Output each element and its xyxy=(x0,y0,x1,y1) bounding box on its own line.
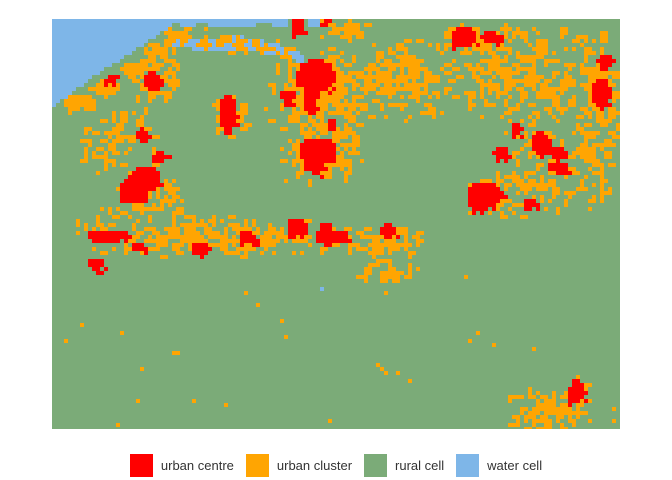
legend: urban centre urban cluster rural cell wa… xyxy=(0,450,672,480)
legend-item-water-cell: water cell xyxy=(456,453,543,477)
water-cell-label: water cell xyxy=(487,457,543,473)
urban-centre-swatch xyxy=(129,453,153,477)
urban-cluster-swatch xyxy=(245,453,269,477)
rural-cell-label: rural cell xyxy=(395,457,445,473)
urban-centre-label: urban centre xyxy=(160,457,234,473)
urban-cluster-label: urban cluster xyxy=(276,457,353,473)
urbanisation-map-canvas xyxy=(52,19,620,429)
legend-item-urban-centre: urban centre xyxy=(129,453,234,477)
rural-cell-swatch xyxy=(364,453,388,477)
legend-item-rural-cell: rural cell xyxy=(364,453,445,477)
water-cell-swatch xyxy=(456,453,480,477)
urbanisation-map xyxy=(52,19,620,429)
legend-item-urban-cluster: urban cluster xyxy=(245,453,353,477)
